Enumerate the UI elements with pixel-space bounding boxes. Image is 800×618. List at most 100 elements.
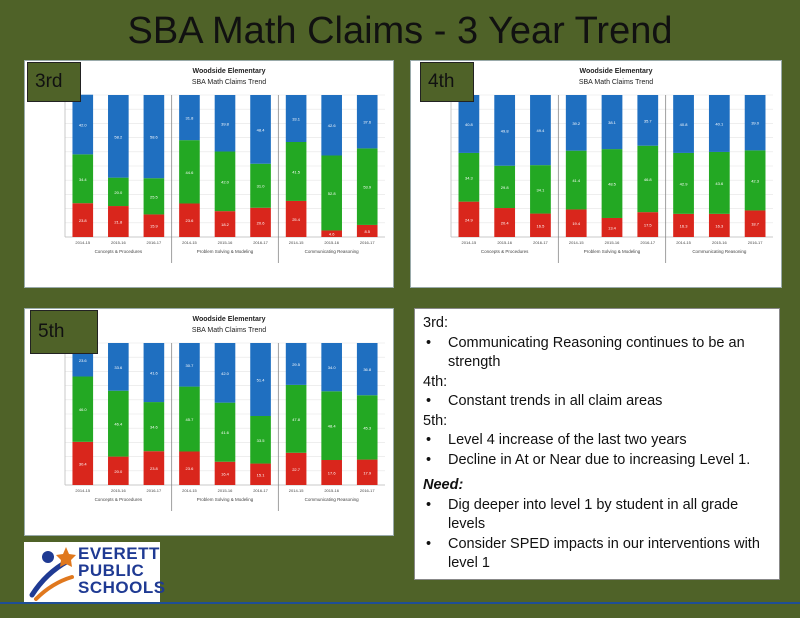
chart-school-name: Woodside Elementary [579, 68, 652, 75]
bar-segment [214, 151, 236, 212]
bar-segment [143, 402, 165, 452]
bar-segment [179, 140, 200, 204]
x-tick-label: 2014-15 [289, 240, 304, 245]
bar-segment [637, 145, 659, 213]
data-label: 41.4 [572, 178, 581, 183]
data-label: 16.3 [680, 223, 689, 228]
chart-subtitle: SBA Math Claims Trend [192, 327, 266, 334]
x-tick-label: 2014-15 [462, 240, 477, 245]
data-label: 18.2 [221, 222, 230, 227]
bar-segment [356, 95, 378, 149]
data-label: 25.4 [292, 217, 301, 222]
group-label: Problem Solving & Modeling [197, 249, 254, 254]
data-label: 31.0 [257, 184, 266, 189]
data-label: 42.0 [79, 123, 88, 128]
bar-segment [179, 203, 200, 237]
x-tick-label: 2014-15 [75, 240, 90, 245]
x-tick-label: 2016-17 [748, 240, 763, 245]
bar-segment [708, 151, 730, 214]
data-label: 29.5 [292, 362, 301, 367]
bar-segment [72, 154, 94, 204]
bar-segment [494, 165, 516, 209]
list-item: Level 4 increase of the last two years [423, 431, 771, 451]
data-label: 23.6 [186, 466, 195, 471]
data-label: 29.8 [501, 185, 510, 190]
bar-segment [673, 152, 694, 214]
bar-segment [601, 95, 623, 150]
group-label: Communicating Reasoning [305, 249, 360, 254]
bar-segment [530, 95, 551, 166]
list-item: Decline in At or Near due to increasing … [423, 451, 771, 471]
grade3-list: Communicating Reasoning continues to be … [423, 334, 771, 373]
data-label: 23.8 [79, 218, 88, 223]
x-tick-label: 2014-15 [289, 488, 304, 493]
group-label: Communicating Reasoning [692, 249, 747, 254]
data-label: 20.4 [501, 221, 510, 226]
bar-segment [72, 441, 94, 485]
bar-segment [108, 343, 129, 391]
x-tick-label: 2016-17 [253, 240, 268, 245]
data-label: 34.4 [79, 177, 88, 182]
list-item: Constant trends in all claim areas [423, 392, 771, 412]
data-label: 34.3 [465, 175, 474, 180]
x-tick-label: 2015-16 [324, 240, 339, 245]
data-label: 39.2 [572, 121, 581, 126]
grade-tag-3rd: 3rd [27, 62, 81, 102]
group-label: Concepts & Procedures [95, 249, 143, 254]
grade5-list: Level 4 increase of the last two years D… [423, 431, 771, 470]
bar-segment [356, 459, 378, 485]
bar-segment [321, 95, 342, 156]
bar-segment [108, 456, 129, 485]
bar-segment [565, 150, 587, 210]
data-label: 16.5 [537, 223, 546, 228]
group-label: Problem Solving & Modeling [584, 249, 641, 254]
chart-subtitle: SBA Math Claims Trend [579, 79, 653, 86]
bar-segment [250, 95, 271, 164]
data-label: 52.8 [328, 191, 337, 196]
bar-segment [214, 461, 236, 485]
bar-segment [321, 391, 342, 461]
bar-segment [321, 230, 342, 237]
x-tick-label: 2016-17 [360, 240, 375, 245]
data-label: 42.6 [328, 123, 337, 128]
data-label: 19.4 [572, 221, 581, 226]
grade-tag-4th: 4th [420, 62, 474, 102]
data-label: 45.3 [363, 425, 372, 430]
grade5-heading: 5th: [423, 412, 448, 429]
data-label: 46.4 [114, 422, 123, 427]
data-label: 34.1 [537, 187, 546, 192]
bar-segment [72, 376, 94, 442]
data-label: 30.4 [79, 461, 88, 466]
data-label: 21.8 [114, 220, 123, 225]
footer-rule [0, 602, 800, 604]
bar-segment [494, 95, 516, 166]
bar-segment [108, 95, 129, 178]
data-label: 22.7 [292, 467, 301, 472]
list-item: Communicating Reasoning continues to be … [423, 334, 771, 373]
data-label: 42.0 [221, 179, 230, 184]
x-tick-label: 2016-17 [360, 488, 375, 493]
data-label: 20.0 [114, 469, 123, 474]
data-label: 33.5 [257, 438, 266, 443]
grade4-heading: 4th: [423, 373, 448, 390]
need-list: Dig deeper into level 1 by student in al… [423, 496, 771, 574]
group-label: Communicating Reasoning [305, 497, 360, 502]
data-label: 24.9 [465, 217, 474, 222]
data-label: 49.8 [501, 128, 510, 133]
data-label: 46.8 [644, 177, 653, 182]
group-label: Concepts & Procedures [481, 249, 529, 254]
x-tick-label: 2015-16 [324, 488, 339, 493]
data-label: 34.6 [150, 425, 159, 430]
bar-segment [356, 148, 378, 225]
bar-segment [285, 200, 307, 237]
bar-segment [356, 395, 378, 460]
x-tick-label: 2014-15 [182, 240, 197, 245]
data-label: 38.1 [608, 120, 617, 125]
need-heading: Need: [423, 477, 464, 493]
bar-segment [601, 149, 623, 218]
data-label: 15.1 [257, 472, 266, 477]
group-label: Concepts & Procedures [95, 497, 143, 502]
bar-segment [321, 155, 342, 231]
bar-segment [494, 208, 516, 237]
data-label: 42.9 [680, 181, 689, 186]
